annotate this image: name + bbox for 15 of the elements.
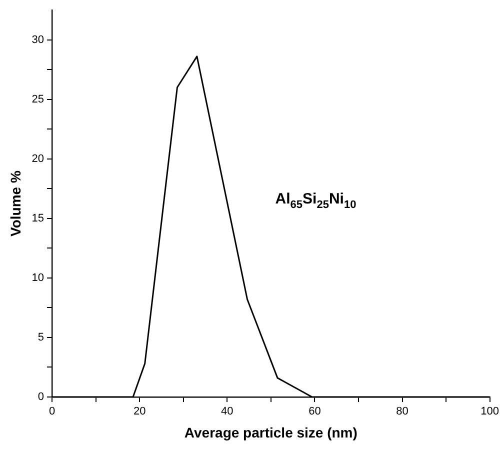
x-tick-label: 20 bbox=[133, 406, 146, 418]
y-tick-label: 15 bbox=[32, 212, 44, 224]
x-tick-label: 40 bbox=[221, 406, 234, 418]
x-tick-label: 0 bbox=[48, 406, 56, 418]
y-axis-title: Volume % bbox=[7, 170, 24, 236]
y-tick-label: 10 bbox=[32, 272, 44, 284]
x-tick-label: 100 bbox=[480, 406, 500, 418]
x-axis-title: Average particle size (nm) bbox=[184, 424, 358, 440]
x-tick-label: 80 bbox=[396, 406, 408, 418]
y-tick-label: 30 bbox=[32, 34, 44, 46]
y-tick-label: 25 bbox=[32, 93, 44, 106]
y-tick-label: 0 bbox=[38, 391, 44, 404]
y-tick-label: 5 bbox=[38, 331, 44, 344]
x-tick-label: 60 bbox=[308, 406, 321, 418]
y-tick-label: 20 bbox=[32, 152, 44, 165]
